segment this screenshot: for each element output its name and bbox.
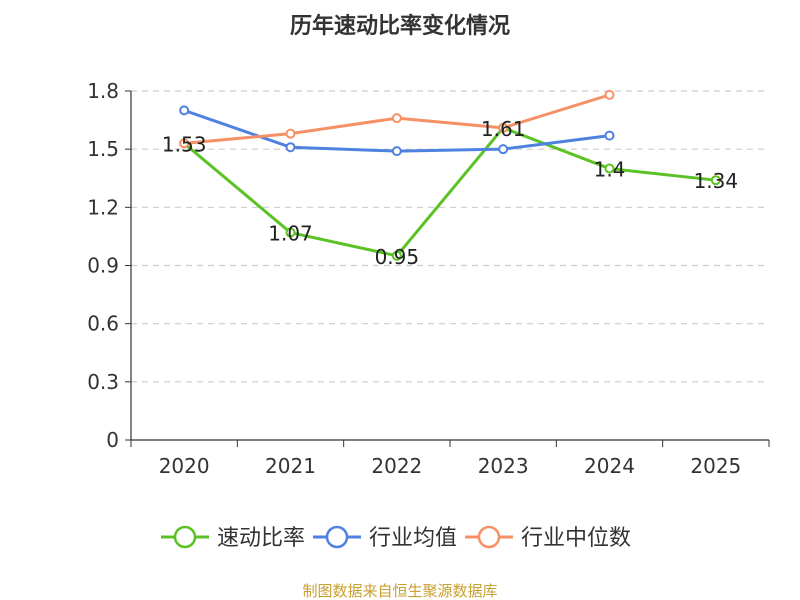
data-label: 1.07 — [268, 222, 313, 246]
data-point[interactable] — [710, 175, 721, 186]
series-layer — [179, 89, 721, 261]
data-point[interactable] — [391, 113, 402, 124]
data-label: 1.61 — [481, 117, 526, 141]
series-line-0 — [183, 126, 716, 258]
data-point[interactable] — [285, 128, 296, 139]
data-label: 1.4 — [594, 158, 626, 182]
x-tick-label: 2025 — [690, 454, 741, 478]
data-point[interactable] — [179, 138, 190, 149]
data-point[interactable] — [604, 89, 615, 100]
data-point[interactable] — [498, 144, 509, 155]
data-label: 1.53 — [162, 132, 207, 156]
data-point[interactable] — [391, 250, 402, 261]
data-point[interactable] — [604, 163, 615, 174]
y-tick-label: 1.8 — [87, 79, 119, 103]
source-note: 制图数据来自恒生聚源数据库 — [302, 582, 497, 600]
axes: 0 0.3 0.6 0.9 1.2 1.5 1.8 2020 2021 2022 2023 2024 2… — [87, 79, 770, 478]
legend-marker — [477, 525, 501, 549]
y-tick-label: 0.3 — [87, 370, 119, 394]
y-tick-label: 1.2 — [87, 195, 119, 219]
data-point[interactable] — [285, 227, 296, 238]
data-point[interactable] — [498, 122, 509, 133]
chart-title: 历年速动比率变化情况 — [290, 13, 510, 39]
data-point[interactable] — [179, 105, 190, 116]
data-point[interactable] — [391, 146, 402, 157]
legend-marker — [325, 525, 349, 549]
legend-marker — [173, 525, 197, 549]
data-point[interactable] — [285, 142, 296, 153]
y-tick-label: 0.6 — [87, 312, 119, 336]
x-tick-label: 2021 — [265, 454, 316, 478]
legend-label: 行业均值 — [369, 526, 457, 551]
legend-item-1[interactable]: 行业均值 — [313, 525, 457, 551]
legend-label: 行业中位数 — [521, 526, 631, 551]
data-label: 0.95 — [375, 245, 420, 269]
legend-label: 速动比率 — [217, 526, 305, 551]
x-tick-label: 2023 — [478, 454, 529, 478]
grid-lines — [131, 90, 769, 383]
data-point[interactable] — [604, 130, 615, 141]
legend-item-0[interactable]: 速动比率 — [161, 525, 305, 551]
data-labels: 1.53 1.07 0.95 1.61 1.4 1.34 — [162, 117, 738, 269]
y-tick-label: 1.5 — [87, 137, 119, 161]
y-tick-label: 0 — [106, 428, 119, 452]
y-tick-label: 0.9 — [87, 254, 119, 278]
legend-item-2[interactable]: 行业中位数 — [465, 525, 631, 551]
x-tick-label: 2020 — [159, 454, 210, 478]
data-label: 1.34 — [694, 169, 739, 193]
x-tick-label: 2024 — [584, 454, 635, 478]
legend: 速动比率 行业均值 行业中位数 — [161, 525, 631, 551]
x-tick-label: 2022 — [371, 454, 422, 478]
